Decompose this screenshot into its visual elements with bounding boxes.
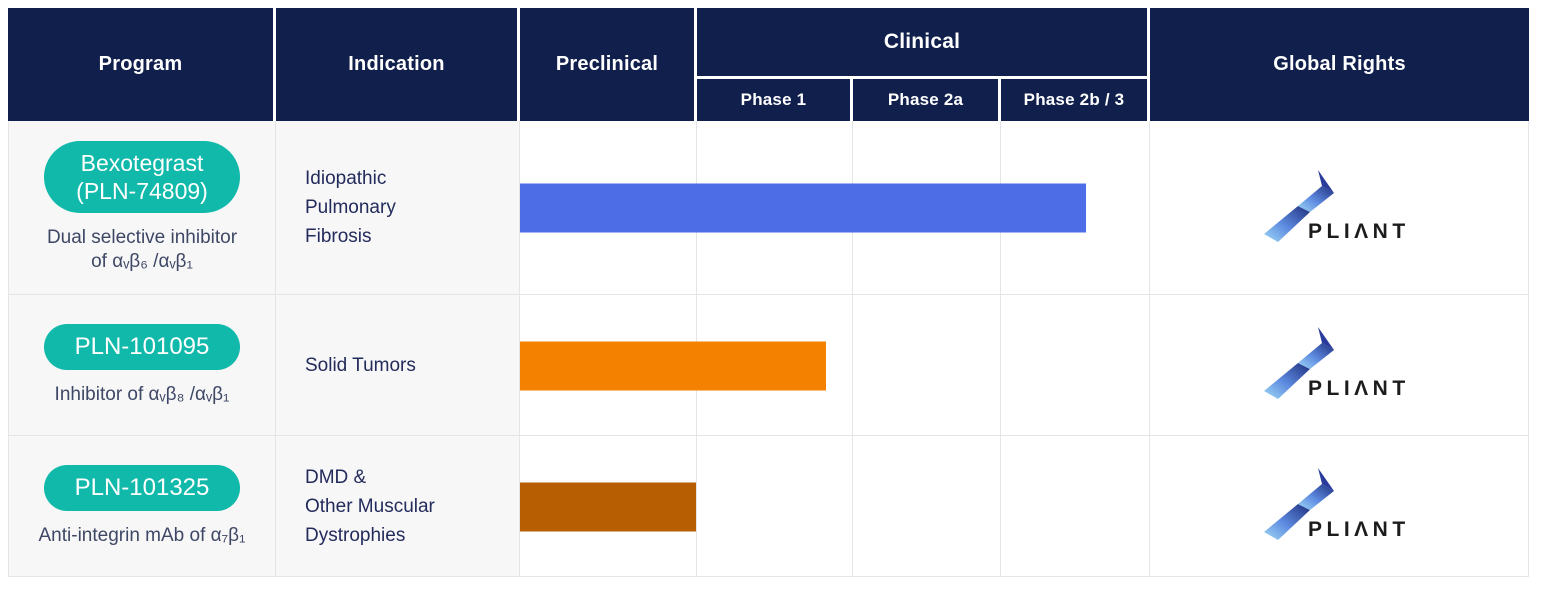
pliant-logo-ribbon-lower [1264,205,1310,242]
indication-text: Solid Tumors [305,354,416,376]
global-rights-cell: PLIΛNT [1150,121,1529,295]
stage-cell-phase-2b-3 [1001,295,1150,436]
pliant-logo: PLIΛNT [1264,169,1410,243]
indication-cell: Solid Tumors [276,295,520,436]
indication-cell: DMD & Other Muscular Dystrophies [276,436,520,577]
indication-text: Idiopathic Pulmonary Fibrosis [305,168,396,247]
pliant-logo-ribbon-lower [1264,363,1310,399]
header-global-rights: Global Rights [1150,8,1529,121]
table-row: Bexotegrast (PLN-74809) Dual selective i… [8,121,1529,295]
pliant-logo-wordmark: PLIΛNT [1308,518,1410,541]
program-note: Anti-integrin mAb of α₇β₁ [38,524,246,546]
program-cell: PLN-101325 Anti-integrin mAb of α₇β₁ [8,436,276,577]
pipeline-table: Program Indication Preclinical Clinical … [8,8,1529,578]
stage-cell-phase-2b-3 [1001,436,1150,577]
pliant-logo-ribbon-fold [1318,327,1334,350]
table-header: Program Indication Preclinical Clinical … [8,8,1529,121]
header-phase-2a: Phase 2a [853,79,998,121]
program-badge: PLN-101325 [44,464,240,511]
header-preclinical: Preclinical [520,8,694,121]
progress-bar [520,183,1086,233]
program-note: Inhibitor of αᵥβ₈ /αᵥβ₁ [54,383,230,405]
header-indication: Indication [276,8,517,121]
indication-text: DMD & Other Muscular Dystrophies [305,466,435,546]
pliant-logo-ribbon-upper [1298,343,1334,369]
header-clinical: Clinical [697,8,1147,76]
table-row: PLN-101325 Anti-integrin mAb of α₇β₁ DMD… [8,436,1529,577]
header-phase-1: Phase 1 [697,79,850,121]
progress-bar [520,482,696,531]
pliant-logo-ribbon-fold [1318,169,1334,193]
program-badge: Bexotegrast (PLN-74809) [44,141,240,213]
indication-cell: Idiopathic Pulmonary Fibrosis [276,121,520,295]
progress-bar [520,341,826,390]
header-program: Program [8,8,273,121]
pliant-logo: PLIΛNT [1264,468,1410,541]
pliant-logo-ribbon-fold [1318,468,1334,491]
stage-cell-phase-2a [853,295,1001,436]
pliant-logo-wordmark: PLIΛNT [1308,377,1410,400]
pliant-logo-ribbon-lower [1264,504,1310,540]
stage-cell-phase-2a [853,436,1001,577]
global-rights-cell: PLIΛNT [1150,295,1529,436]
table-row: PLN-101095 Inhibitor of αᵥβ₈ /αᵥβ₁ Solid… [8,295,1529,436]
header-phase-2b-3: Phase 2b / 3 [1001,79,1147,121]
program-note: Dual selective inhibitor of αᵥβ₆ /αᵥβ₁ [46,227,238,272]
stage-cell-phase-1 [697,436,853,577]
pliant-logo-ribbon-upper [1298,484,1334,510]
pliant-logo-ribbon-upper [1298,185,1334,212]
program-cell: PLN-101095 Inhibitor of αᵥβ₈ /αᵥβ₁ [8,295,276,436]
pliant-logo: PLIΛNT [1264,327,1410,400]
global-rights-cell: PLIΛNT [1150,436,1529,577]
table-body: Bexotegrast (PLN-74809) Dual selective i… [8,121,1529,577]
pliant-logo-wordmark: PLIΛNT [1308,220,1410,243]
program-cell: Bexotegrast (PLN-74809) Dual selective i… [8,121,276,295]
program-badge: PLN-101095 [44,323,240,370]
